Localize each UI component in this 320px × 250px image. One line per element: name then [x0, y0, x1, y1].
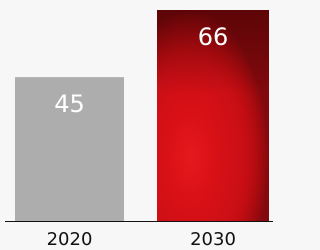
x-tick-label: 2030 — [190, 229, 236, 250]
page: 452020662030 (() => { const data = JSON.… — [0, 0, 320, 250]
x-tick-label: 2020 — [47, 229, 93, 250]
value-label: 45 — [54, 90, 85, 118]
chart: 45 2020 66 2030 — [0, 0, 273, 250]
value-label: 66 — [198, 23, 229, 51]
